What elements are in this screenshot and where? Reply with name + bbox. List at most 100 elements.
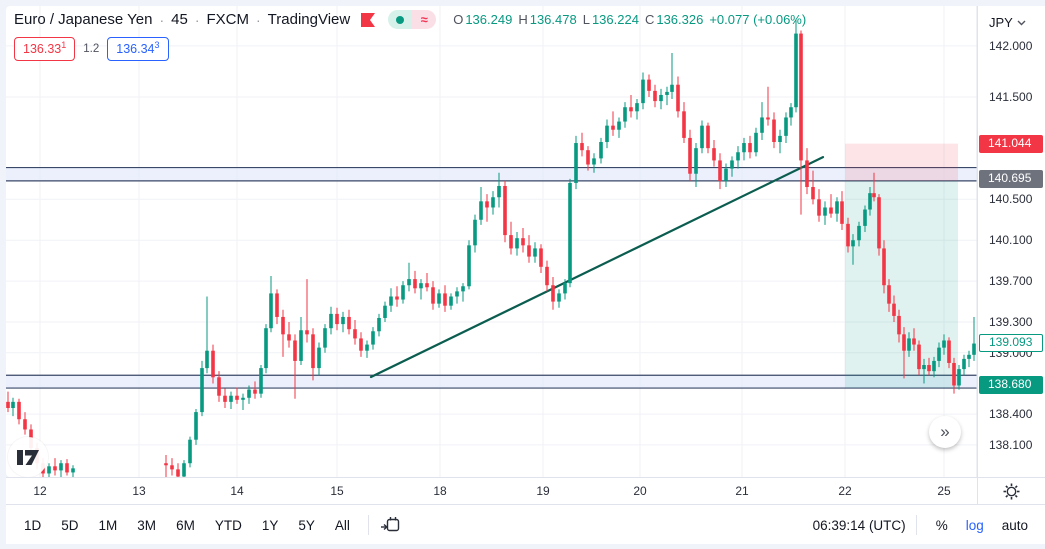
range-button-1d[interactable]: 1D [14,514,51,537]
candle [205,296,209,374]
candle [872,172,876,202]
candle [473,214,477,253]
stop-loss-zone[interactable] [845,143,958,181]
date-range-buttons: 1D 5D 1M 3M 6M YTD 1Y 5Y All [14,505,405,545]
clock[interactable]: 06:39:14 (UTC) [812,517,906,533]
candle [962,354,966,376]
time-tick-label: 13 [132,484,146,498]
candle [323,324,327,353]
auto-scale-button[interactable]: auto [1001,517,1028,533]
candle [467,240,471,290]
platform-label: TradingView [267,11,351,28]
candle [736,146,740,169]
candle [194,409,198,445]
price-tick-label: 140.500 [989,192,1033,207]
market-status-pill[interactable]: ≈ [388,10,437,29]
candle [176,463,180,477]
candle [670,53,674,100]
candle [718,153,722,190]
candle [557,289,561,308]
candle [922,358,926,384]
support-zone[interactable] [6,374,977,389]
close-label: C [644,12,655,27]
interval-label[interactable]: 45 [171,11,188,28]
price-axis[interactable]: JPY 142.000 141.500 140.500 140.100 139.700 1… [977,6,1045,477]
candle [580,132,584,157]
time-tick-label: 15 [330,484,344,498]
trendline[interactable] [369,156,825,379]
candle [217,371,221,402]
candle [293,334,297,399]
candle [371,327,375,350]
chart-settings-corner[interactable] [977,478,1045,505]
candle [539,244,543,273]
percent-scale-button[interactable]: % [935,517,948,533]
symbol-title[interactable]: Euro / Japanese Yen [14,11,153,28]
candle [59,460,63,477]
price-tick-label: 139.300 [989,315,1033,330]
candle [17,398,21,425]
candle [503,180,507,243]
candle [229,391,233,410]
candle [653,84,657,108]
candle [247,385,251,404]
price-tick-label: 142.000 [989,38,1033,53]
candle [629,94,633,118]
candle [65,459,69,476]
candle [568,178,572,288]
high-value: 136.478 [529,12,577,27]
candle [892,295,896,323]
candle [742,137,746,161]
range-button-ytd[interactable]: YTD [205,514,252,537]
price-tick-label: 140.100 [989,233,1033,248]
log-scale-button[interactable]: log [965,517,984,533]
candle [407,262,411,292]
sell-bid-button[interactable]: 136.331 [14,37,76,62]
candle [748,135,752,159]
candle [269,276,273,333]
resistance-zone[interactable] [6,166,977,182]
candle [805,148,809,195]
candle [799,30,803,215]
candle [823,201,827,225]
candle [11,397,15,417]
tradingview-watermark-logo [8,437,48,477]
candle [784,112,788,144]
market-open-dot-icon [396,15,405,24]
range-button-1y[interactable]: 1Y [252,514,289,537]
range-button-3m[interactable]: 3M [127,514,166,537]
range-button-1m[interactable]: 1M [89,514,128,537]
gear-icon [1003,483,1020,500]
candle [952,357,956,394]
bottom-toolbar: 1D 5D 1M 3M 6M YTD 1Y 5Y All 06:39:14 (UTC) % lo… [6,504,1045,544]
range-button-5y[interactable]: 5Y [288,514,325,537]
candle [329,306,333,335]
candle [317,342,321,376]
candle [259,365,263,398]
candle [647,74,651,97]
price-axis-currency-menu[interactable]: JPY [989,15,1026,30]
candle [287,322,291,348]
separator-dot: · [194,11,200,28]
take-profit-zone[interactable] [845,180,958,389]
time-axis[interactable]: 12 13 14 15 18 19 20 21 22 25 [6,477,1045,505]
range-button-5d[interactable]: 5D [51,514,88,537]
range-button-all[interactable]: All [325,514,360,537]
candle [641,72,645,110]
delayed-data-approx-icon: ≈ [420,12,428,27]
candle [413,270,417,294]
range-button-6m[interactable]: 6M [166,514,205,537]
candle [479,187,483,225]
candle [972,316,976,361]
scroll-to-latest-button[interactable]: » [929,416,961,448]
candle [760,102,764,140]
buy-ask-button[interactable]: 136.343 [107,37,169,62]
candle [599,137,603,164]
flag-icon[interactable] [361,12,376,27]
exchange-label: FXCM [206,11,249,28]
candle [419,279,423,300]
candle [200,360,204,417]
candle [211,344,215,384]
low-label: L [582,12,590,27]
go-to-date-button[interactable] [377,511,405,539]
